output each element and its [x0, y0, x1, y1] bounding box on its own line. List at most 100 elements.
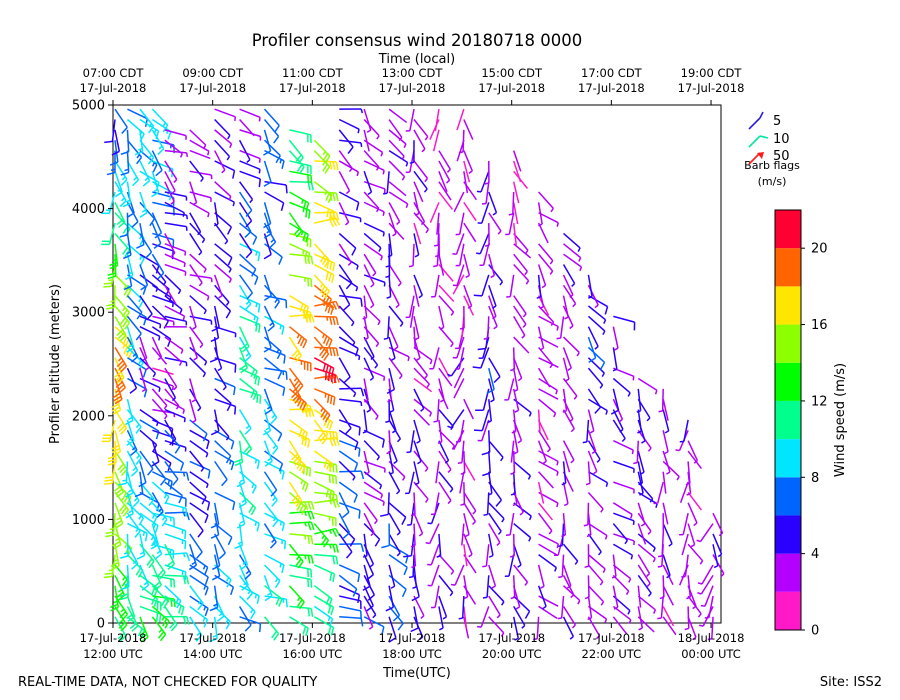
wind-barb	[210, 513, 220, 539]
wind-barb	[189, 605, 209, 628]
wind-barb	[118, 461, 129, 486]
wind-barb	[388, 616, 397, 643]
wind-barb	[238, 191, 253, 217]
colorbar-tick-label: 0	[811, 624, 819, 639]
wind-barb	[264, 553, 285, 574]
wind-barb	[103, 264, 116, 288]
wind-barb	[313, 139, 331, 164]
wind-barb	[433, 223, 440, 247]
wind-barb	[700, 585, 714, 607]
wind-barb	[122, 181, 132, 208]
wind-barb	[313, 284, 333, 307]
plot-frame	[112, 104, 722, 624]
wind-barb	[561, 461, 567, 486]
wind-barb	[164, 181, 175, 205]
wind-barb	[387, 378, 393, 403]
wind-barb	[538, 253, 554, 275]
wind-barb	[189, 181, 198, 206]
wind-barb	[512, 202, 519, 225]
x-tick-label-top-date: 17-Jul-2018	[379, 81, 446, 95]
wind-barb	[164, 408, 186, 423]
wind-barb	[477, 202, 490, 224]
wind-barb	[505, 513, 515, 536]
y-tick-label: 2000	[72, 409, 105, 424]
wind-barb	[637, 564, 651, 588]
wind-barb	[562, 606, 576, 629]
wind-barb	[289, 274, 313, 288]
wind-barb	[562, 481, 569, 507]
wind-barb	[587, 491, 604, 513]
wind-barb	[214, 150, 226, 174]
wind-barb	[139, 512, 159, 534]
wind-barb	[488, 585, 505, 606]
wind-barb	[338, 326, 356, 347]
wind-barb	[558, 523, 565, 548]
wind-barb	[486, 367, 495, 395]
wind-barb	[587, 616, 601, 640]
wind-barb	[164, 460, 179, 486]
wind-barb	[363, 481, 384, 499]
wind-barb	[563, 232, 581, 252]
wind-barb	[463, 150, 473, 174]
wind-barb	[513, 232, 529, 255]
wind-barb	[189, 233, 203, 256]
wind-barb	[151, 264, 167, 286]
wind-barb	[613, 439, 634, 455]
wind-barb	[313, 585, 333, 607]
wind-barb	[264, 243, 283, 265]
wind-barb	[238, 564, 249, 591]
wind-barb	[288, 419, 308, 441]
wind-barb	[139, 264, 149, 291]
wind-barb	[408, 554, 415, 579]
wind-barb	[438, 574, 454, 597]
wind-barb	[210, 316, 220, 343]
wind-barb	[512, 430, 519, 455]
wind-barb	[151, 108, 169, 133]
wind-barb	[381, 523, 391, 549]
wind-barb	[479, 243, 490, 267]
wind-barb	[413, 222, 422, 245]
wind-barb	[438, 409, 454, 431]
wind-barb	[388, 595, 401, 622]
wind-barb	[413, 274, 423, 299]
wind-barb	[209, 616, 218, 643]
wind-barb	[164, 470, 190, 481]
wind-barb	[239, 585, 260, 604]
wind-barb	[164, 595, 185, 616]
wind-barb	[109, 585, 120, 612]
wind-barb	[363, 595, 377, 619]
wind-barb	[412, 564, 418, 589]
wind-barb	[239, 377, 258, 400]
wind-barb	[338, 336, 359, 357]
wind-barb	[438, 305, 445, 330]
wind-barb	[463, 285, 473, 309]
wind-barb	[189, 264, 203, 287]
wind-barb	[684, 606, 690, 631]
wind-barb	[313, 336, 330, 361]
wind-barb	[189, 491, 211, 511]
wind-barb	[513, 336, 530, 354]
wind-barb	[637, 409, 642, 434]
wind-barb	[264, 367, 288, 380]
wind-barb	[447, 409, 465, 429]
wind-barb	[151, 171, 160, 198]
wind-barb	[438, 367, 453, 387]
wind-barb	[687, 450, 703, 469]
wind-barb	[438, 160, 451, 184]
wind-barb	[263, 326, 272, 353]
wind-barb	[238, 606, 252, 632]
wind-barb	[504, 554, 515, 577]
wind-barb	[562, 388, 568, 413]
wind-barb	[437, 419, 443, 444]
wind-barb	[458, 596, 465, 620]
x-tick-label-bottom-time: 22:00 UTC	[582, 647, 642, 661]
wind-barb	[264, 512, 285, 532]
wind-barb	[637, 377, 658, 395]
wind-barb	[152, 294, 174, 308]
x-tick-label-top-time: 19:00 CDT	[681, 66, 743, 80]
wind-barb	[189, 399, 197, 424]
wind-barb	[463, 575, 469, 600]
wind-barb	[314, 512, 337, 527]
wind-barb	[126, 595, 136, 622]
wind-barb	[413, 419, 421, 444]
